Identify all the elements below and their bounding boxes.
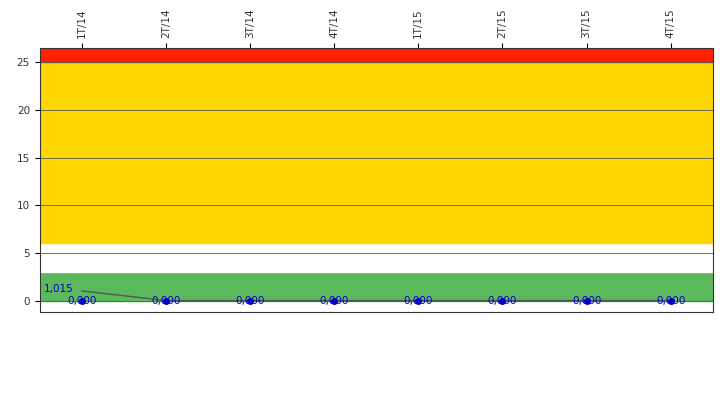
Text: 0,000: 0,000: [235, 296, 265, 306]
Text: 0,000: 0,000: [656, 296, 685, 306]
Text: 0,000: 0,000: [151, 296, 181, 306]
Text: 0,000: 0,000: [404, 296, 433, 306]
Text: 1,015: 1,015: [44, 284, 73, 294]
Text: 0,000: 0,000: [572, 296, 601, 306]
Bar: [40, 62, 713, 243]
Text: 0,000: 0,000: [487, 296, 517, 306]
Text: 0,000: 0,000: [320, 296, 348, 306]
Bar: [40, 272, 713, 300]
Text: 0,000: 0,000: [67, 296, 96, 306]
Bar: [40, 243, 713, 272]
Bar: [40, 48, 713, 62]
